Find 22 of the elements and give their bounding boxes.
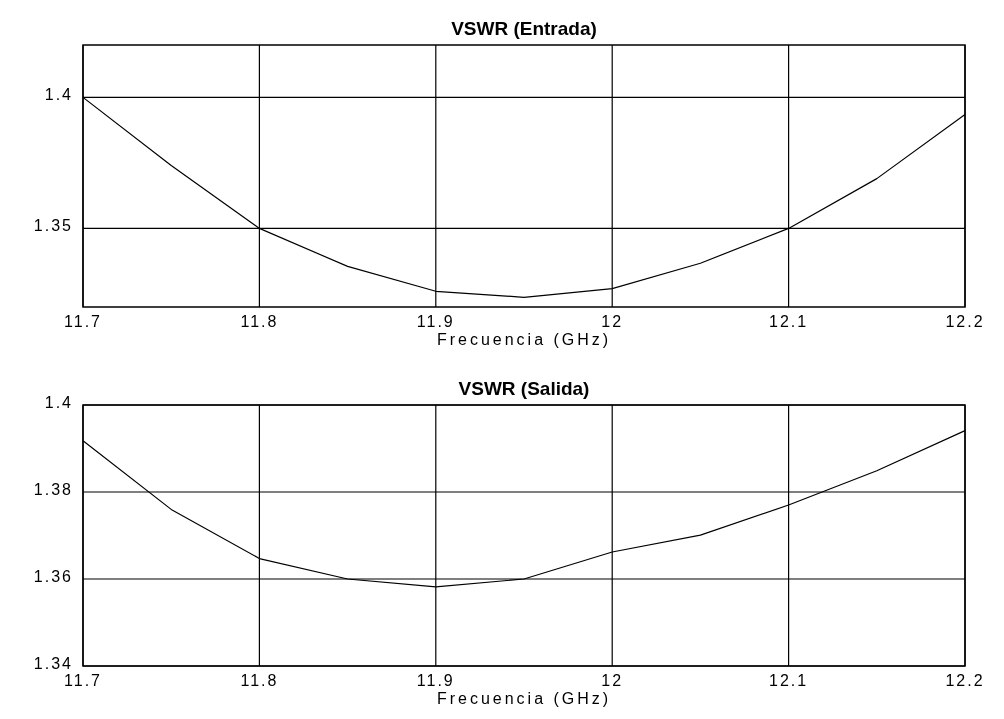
x-tick-label: 12.1 [769,672,809,689]
x-tick-label: 11.8 [240,313,279,330]
y-tick-label: 1.35 [33,217,73,235]
chart-title: VSWR (Salida) [458,378,590,399]
x-tick-label: 12.2 [945,313,985,330]
x-tick-label: 11.8 [240,672,279,689]
x-tick-label: 12.2 [945,672,985,689]
x-tick-label: 12.1 [769,313,809,330]
x-axis-title: Frecuencia (GHz) [436,331,612,348]
x-tick-label: 11.9 [416,672,455,689]
y-tick-label: 1.4 [44,86,73,104]
x-tick-label: 12 [601,313,624,330]
x-tick-label: 11.7 [64,313,102,330]
y-tick-label: 1.38 [33,481,73,498]
x-tick-label: 12 [601,672,624,689]
y-tick-label: 1.36 [33,568,73,585]
y-tick-label: 1.34 [33,655,73,672]
x-tick-label: 11.9 [416,313,455,330]
y-tick-label: 1.4 [44,394,73,411]
chart-title: VSWR (Entrada) [451,18,597,39]
x-tick-label: 11.7 [64,672,102,689]
x-axis-title: Frecuencia (GHz) [436,690,612,707]
